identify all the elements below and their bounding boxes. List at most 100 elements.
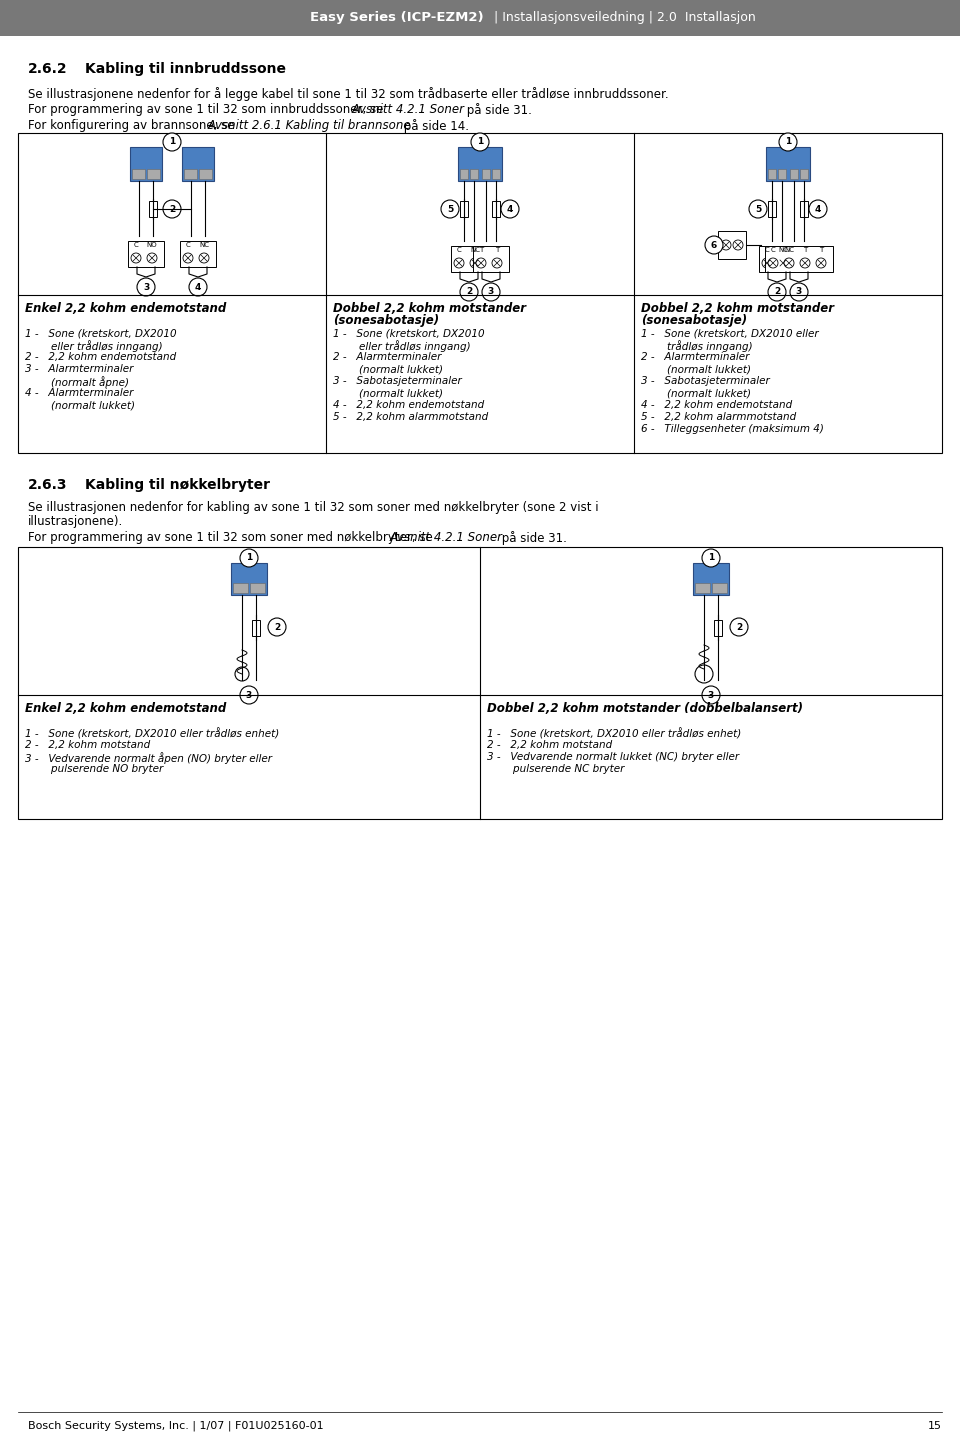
- Bar: [132, 169, 145, 179]
- Circle shape: [705, 236, 723, 254]
- Bar: [184, 169, 197, 179]
- Text: Se illustrasjonene nedenfor for å legge kabel til sone 1 til 32 som trådbaserte : Se illustrasjonene nedenfor for å legge …: [28, 87, 668, 101]
- Text: C: C: [133, 241, 138, 249]
- Text: (normalt lukket): (normalt lukket): [641, 364, 751, 375]
- Text: 2 -   Alarmterminaler: 2 - Alarmterminaler: [641, 351, 750, 362]
- Bar: [18, 133, 942, 453]
- Text: 6 -   Tilleggsenheter (maksimum 4): 6 - Tilleggsenheter (maksimum 4): [641, 424, 824, 434]
- Text: (normalt lukket): (normalt lukket): [333, 364, 443, 375]
- Bar: [458, 147, 502, 181]
- Circle shape: [131, 253, 141, 263]
- Text: Kabling til innbruddssone: Kabling til innbruddssone: [85, 62, 286, 77]
- Circle shape: [492, 257, 502, 268]
- Text: pulserende NC bryter: pulserende NC bryter: [487, 763, 624, 774]
- Text: (sonesabotasje): (sonesabotasje): [641, 314, 747, 327]
- Text: 1 -   Sone (kretskort, DX2010 eller: 1 - Sone (kretskort, DX2010 eller: [641, 328, 819, 338]
- Text: C: C: [764, 247, 769, 253]
- Bar: [182, 147, 214, 181]
- Text: eller trådløs inngang): eller trådløs inngang): [25, 340, 162, 351]
- Text: 3: 3: [143, 282, 149, 292]
- Bar: [759, 246, 795, 272]
- Text: C: C: [457, 247, 462, 253]
- Bar: [695, 583, 710, 593]
- Circle shape: [768, 257, 778, 268]
- Text: 5: 5: [755, 204, 761, 214]
- Circle shape: [163, 133, 181, 150]
- Text: For konfigurering av brannsone, se: For konfigurering av brannsone, se: [28, 119, 238, 132]
- Circle shape: [163, 200, 181, 218]
- Bar: [768, 169, 776, 179]
- Text: 2: 2: [169, 204, 175, 214]
- Text: 6: 6: [710, 240, 717, 250]
- Text: Avsnitt 4.2.1 Soner: Avsnitt 4.2.1 Soner: [390, 531, 503, 544]
- Text: For programmering av sone 1 til 32 som innbruddssoner, se: For programmering av sone 1 til 32 som i…: [28, 103, 387, 116]
- Text: 1: 1: [246, 554, 252, 562]
- Bar: [199, 169, 212, 179]
- Text: på side 31.: på side 31.: [463, 103, 532, 117]
- Text: Enkel 2,2 kohm endemotstand: Enkel 2,2 kohm endemotstand: [25, 302, 227, 315]
- Circle shape: [730, 617, 748, 636]
- Bar: [147, 169, 160, 179]
- Bar: [250, 583, 265, 593]
- Bar: [712, 583, 727, 593]
- Text: 2: 2: [466, 288, 472, 296]
- Bar: [714, 619, 722, 635]
- Text: 3: 3: [246, 691, 252, 700]
- Bar: [492, 201, 500, 217]
- Circle shape: [809, 200, 827, 218]
- Circle shape: [476, 257, 486, 268]
- Text: 4 -   Alarmterminaler: 4 - Alarmterminaler: [25, 388, 133, 398]
- Bar: [482, 169, 490, 179]
- Text: T: T: [494, 247, 499, 253]
- Text: Bosch Security Systems, Inc. | 1/07 | F01U025160-01: Bosch Security Systems, Inc. | 1/07 | F0…: [28, 1421, 324, 1432]
- Text: 3 -   Sabotasjeterminaler: 3 - Sabotasjeterminaler: [333, 376, 462, 386]
- Text: Kabling til nøkkelbryter: Kabling til nøkkelbryter: [85, 479, 270, 492]
- Text: 3: 3: [708, 691, 714, 700]
- Text: T: T: [803, 247, 807, 253]
- Text: C: C: [771, 247, 776, 253]
- Bar: [790, 169, 798, 179]
- Bar: [451, 246, 487, 272]
- Circle shape: [441, 200, 459, 218]
- Text: 1: 1: [169, 137, 175, 146]
- Text: NC: NC: [784, 247, 794, 253]
- Circle shape: [501, 200, 519, 218]
- Circle shape: [733, 240, 743, 250]
- Circle shape: [137, 278, 155, 296]
- Text: 1: 1: [477, 137, 483, 146]
- Text: 3 -   Vedvarende normalt åpen (NO) bryter eller: 3 - Vedvarende normalt åpen (NO) bryter …: [25, 752, 272, 763]
- Bar: [130, 147, 162, 181]
- Circle shape: [778, 257, 788, 268]
- Text: eller trådløs inngang): eller trådløs inngang): [333, 340, 470, 351]
- Text: (normalt lukket): (normalt lukket): [25, 401, 135, 411]
- Bar: [768, 201, 776, 217]
- Circle shape: [454, 257, 464, 268]
- Text: illustrasjonene).: illustrasjonene).: [28, 515, 123, 528]
- Text: 4: 4: [815, 204, 821, 214]
- Circle shape: [784, 257, 794, 268]
- Text: (normalt lukket): (normalt lukket): [641, 388, 751, 398]
- Circle shape: [702, 549, 720, 567]
- Text: For programmering av sone 1 til 32 som soner med nøkkelbryter, se: For programmering av sone 1 til 32 som s…: [28, 531, 437, 544]
- Bar: [470, 169, 478, 179]
- Text: 2 -   Alarmterminaler: 2 - Alarmterminaler: [333, 351, 442, 362]
- Text: trådløs inngang): trådløs inngang): [641, 340, 753, 351]
- Text: 4 -   2,2 kohm endemotstand: 4 - 2,2 kohm endemotstand: [333, 401, 484, 411]
- Text: 1 -   Sone (kretskort, DX2010 eller trådløs enhet): 1 - Sone (kretskort, DX2010 eller trådlø…: [25, 727, 279, 739]
- Bar: [460, 201, 468, 217]
- Text: Easy Series (ICP-EZM2): Easy Series (ICP-EZM2): [310, 12, 484, 25]
- Bar: [149, 201, 157, 217]
- Bar: [765, 246, 833, 272]
- Text: Se illustrasjonen nedenfor for kabling av sone 1 til 32 som soner med nøkkelbryt: Se illustrasjonen nedenfor for kabling a…: [28, 500, 599, 513]
- Circle shape: [762, 257, 772, 268]
- Text: Avsnitt 4.2.1 Soner: Avsnitt 4.2.1 Soner: [352, 103, 465, 116]
- Text: NC: NC: [470, 247, 480, 253]
- Bar: [778, 169, 786, 179]
- Text: 2: 2: [736, 622, 742, 632]
- Text: 15: 15: [928, 1421, 942, 1432]
- Text: 3: 3: [796, 288, 803, 296]
- Text: pulserende NO bryter: pulserende NO bryter: [25, 763, 163, 774]
- Bar: [800, 201, 808, 217]
- Text: 2: 2: [274, 622, 280, 632]
- Bar: [18, 547, 942, 818]
